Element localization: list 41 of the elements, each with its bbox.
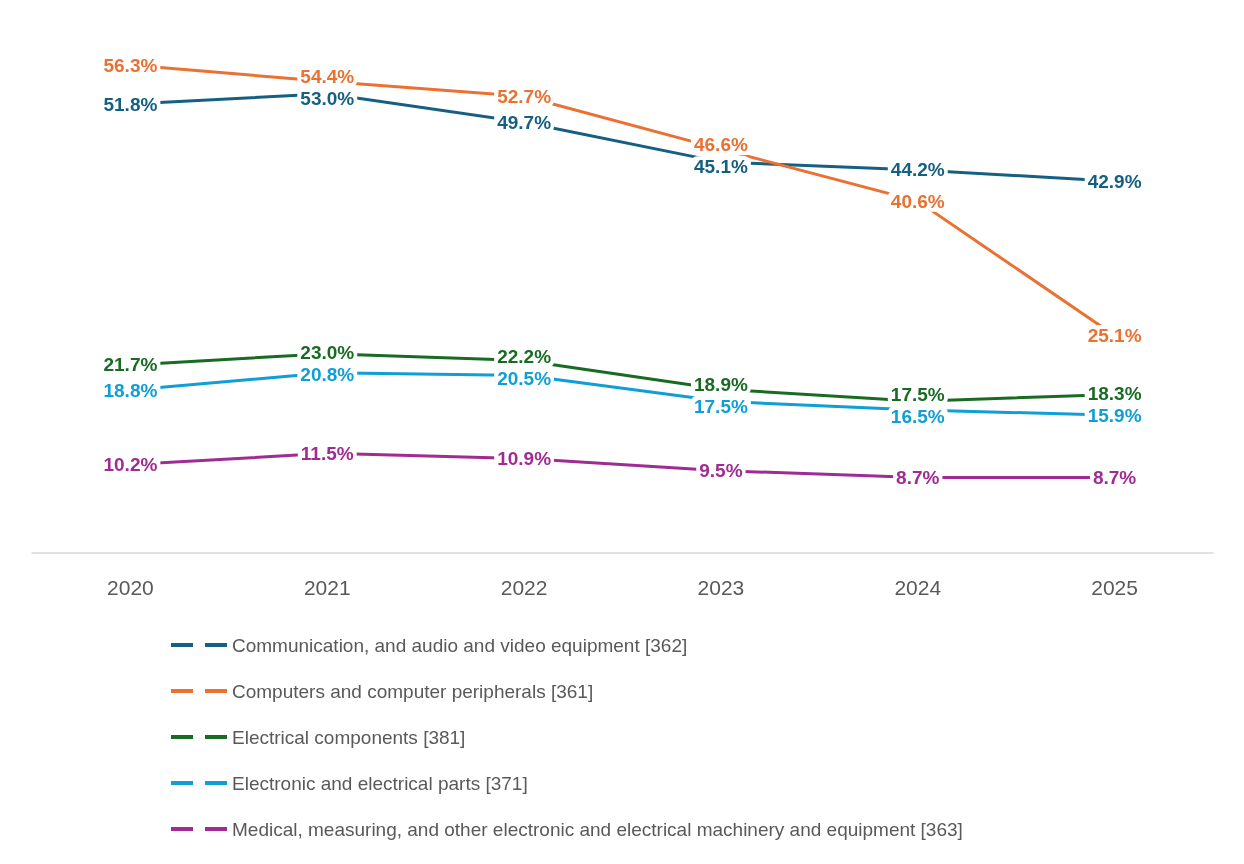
x-tick-label: 2020 bbox=[107, 576, 154, 599]
data-label: 9.5% bbox=[699, 460, 743, 482]
data-label: 56.3% bbox=[103, 54, 158, 76]
data-label: 10.2% bbox=[103, 454, 158, 476]
x-tick-label: 2021 bbox=[303, 576, 351, 599]
data-label: 17.5% bbox=[890, 384, 945, 406]
legend-label: Medical, measuring, and other electronic and electrical machinery and equipment [363] bbox=[232, 818, 963, 840]
x-tick-label: 2025 bbox=[1091, 576, 1138, 599]
data-label: 18.9% bbox=[693, 373, 748, 395]
data-label: 40.6% bbox=[890, 190, 945, 212]
data-label: 17.5% bbox=[693, 395, 748, 417]
x-tick-label: 2024 bbox=[894, 576, 942, 599]
data-label: 18.8% bbox=[103, 379, 158, 401]
data-label: 15.9% bbox=[1087, 405, 1142, 427]
data-label: 54.4% bbox=[300, 66, 355, 88]
data-label: 11.5% bbox=[300, 442, 354, 464]
data-label: 8.7% bbox=[896, 467, 940, 489]
data-label: 25.1% bbox=[1087, 324, 1142, 346]
data-label: 52.7% bbox=[497, 85, 552, 107]
x-tick-label: 2022 bbox=[500, 576, 548, 599]
data-label: 20.8% bbox=[300, 363, 355, 385]
data-label: 44.2% bbox=[890, 159, 945, 181]
x-tick-label: 2023 bbox=[697, 576, 745, 599]
data-label: 23.0% bbox=[300, 341, 355, 363]
data-label: 49.7% bbox=[497, 111, 552, 133]
data-label: 20.5% bbox=[497, 368, 552, 390]
legend-label: Communication, and audio and video equipment [362] bbox=[232, 634, 688, 656]
data-label: 51.8% bbox=[103, 93, 158, 115]
data-label: 18.3% bbox=[1087, 383, 1142, 405]
data-label: 46.6% bbox=[693, 134, 748, 156]
data-label: 16.5% bbox=[890, 406, 945, 428]
data-label: 42.9% bbox=[1087, 170, 1142, 192]
data-label: 10.9% bbox=[497, 448, 552, 470]
legend-label: Electrical components [381] bbox=[232, 726, 466, 748]
legend-label: Computers and computer peripherals [361] bbox=[232, 680, 594, 702]
data-label: 21.7% bbox=[103, 354, 158, 376]
data-label: 22.2% bbox=[497, 346, 552, 368]
data-label: 53.0% bbox=[300, 88, 355, 110]
data-label: 45.1% bbox=[693, 156, 748, 178]
legend-label: Electronic and electrical parts [371] bbox=[232, 772, 528, 794]
data-label: 8.7% bbox=[1092, 467, 1137, 489]
